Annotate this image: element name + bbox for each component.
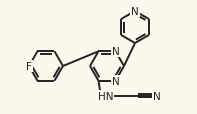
Text: N: N xyxy=(131,7,139,17)
Text: HN: HN xyxy=(98,91,113,101)
Text: N: N xyxy=(112,47,119,57)
Text: N: N xyxy=(153,91,160,101)
Text: F: F xyxy=(26,61,32,71)
Text: N: N xyxy=(112,76,119,86)
